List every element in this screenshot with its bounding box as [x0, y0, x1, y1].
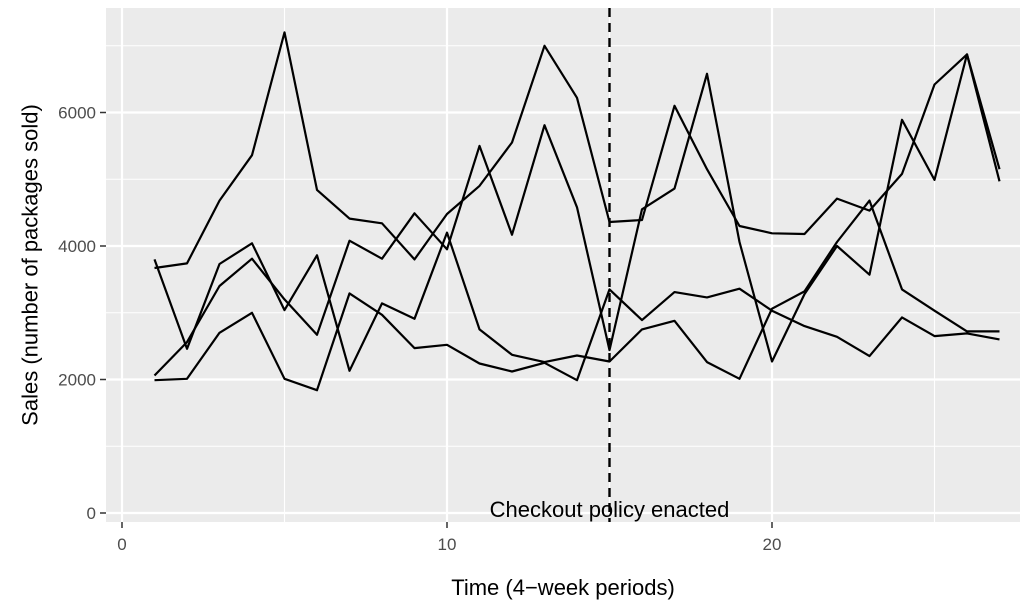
major-gridlines [106, 8, 1020, 522]
y-axis-title: Sales (number of packages sold) [18, 104, 43, 426]
x-tick-label: 10 [438, 535, 457, 554]
y-axis-ticks: 0 2000 4000 6000 [58, 104, 106, 523]
y-tick-label: 4000 [58, 237, 96, 256]
y-tick-label: 0 [87, 504, 96, 523]
x-axis-ticks: 0 10 20 [117, 522, 781, 554]
x-axis-title: Time (4−week periods) [451, 575, 675, 600]
y-tick-label: 2000 [58, 371, 96, 390]
x-tick-label: 20 [763, 535, 782, 554]
series-line-3 [153, 199, 1000, 380]
series-line-4 [154, 287, 1000, 392]
x-tick-label: 0 [117, 535, 126, 554]
series-lines [153, 31, 1001, 392]
y-tick-label: 6000 [58, 104, 96, 123]
vline-annotation: Checkout policy enacted [490, 497, 730, 522]
series-line-2 [153, 53, 1001, 377]
series-line-1 [154, 31, 1001, 270]
